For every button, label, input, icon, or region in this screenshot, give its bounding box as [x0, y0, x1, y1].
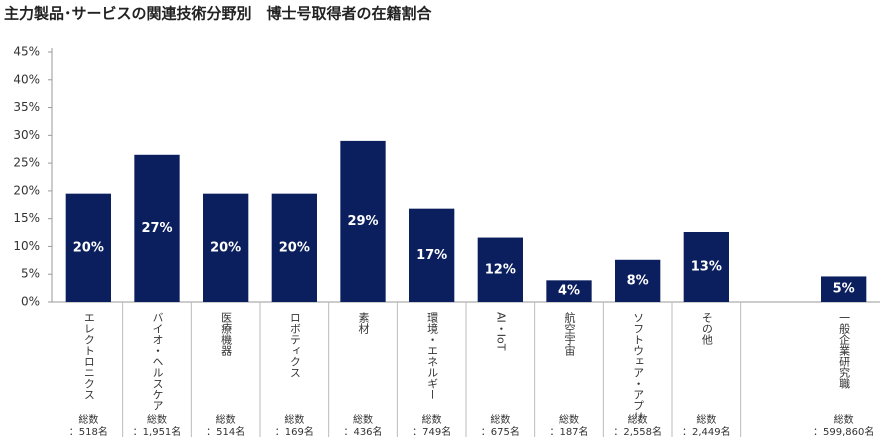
bar: [683, 232, 729, 302]
x-tick-label: ロボティクス: [288, 312, 301, 378]
value-label: 17%: [416, 248, 447, 263]
total-count: ：187名: [549, 425, 588, 437]
bar: [271, 193, 317, 302]
bar: [203, 193, 249, 302]
y-tick-label: 40%: [13, 72, 40, 86]
y-tick-label: 5%: [21, 267, 40, 281]
total-count: ：2,449名: [682, 425, 731, 437]
x-tick-label: AI・IoT: [494, 312, 507, 351]
total-count: ：2,558名: [613, 425, 662, 437]
x-tick-label: 航空宇宙: [563, 311, 576, 357]
total-heading: 総数: [696, 413, 716, 426]
total-heading: 総数: [78, 413, 98, 426]
bar: [340, 140, 386, 302]
total-heading: 総数: [284, 413, 304, 426]
value-label: 20%: [210, 240, 241, 255]
y-tick-label: 30%: [13, 128, 40, 142]
y-tick-label: 25%: [13, 156, 40, 170]
value-label: 29%: [347, 214, 378, 229]
total-heading: 総数: [147, 413, 167, 426]
y-tick-label: 0%: [21, 295, 40, 309]
value-label: 12%: [485, 262, 516, 277]
chart-title: 主力製品･サービスの関連技術分野別 博士号取得者の在籍割合: [4, 5, 433, 23]
value-label: 13%: [691, 260, 722, 275]
x-tick-label: 素材: [357, 312, 370, 334]
bar: [546, 280, 592, 302]
value-label: 27%: [141, 221, 172, 236]
x-tick-label: ソフトウェア・アプリ: [632, 312, 645, 422]
total-heading: 総数: [353, 413, 373, 426]
y-tick-label: 15%: [13, 211, 40, 225]
value-label: 8%: [627, 273, 649, 288]
value-label: 4%: [558, 284, 580, 299]
value-label: 20%: [279, 240, 310, 255]
bar: [477, 237, 523, 302]
bar: [615, 259, 661, 302]
value-label: 5%: [833, 282, 855, 297]
x-tick-label: 医療機器: [220, 312, 233, 357]
total-count: ：169名: [275, 425, 314, 437]
total-heading: 総数: [559, 413, 579, 426]
y-tick-label: 20%: [13, 183, 40, 197]
total-heading: 総数: [628, 413, 648, 426]
bar: [65, 193, 111, 302]
total-count: ：599,860名: [813, 425, 874, 437]
bar: [409, 208, 455, 302]
total-heading: 総数: [422, 413, 442, 426]
total-count: ：518名: [69, 425, 108, 437]
x-tick-label: 環境・エネルギー: [426, 312, 439, 400]
total-count: ：514名: [206, 425, 245, 437]
y-tick-label: 10%: [13, 239, 40, 253]
total-heading: 総数: [490, 413, 510, 426]
total-heading: 総数: [216, 413, 236, 426]
total-heading: 総数: [834, 413, 854, 426]
x-tick-label: その他: [700, 312, 713, 345]
total-count: ：675名: [481, 425, 520, 437]
bar: [821, 276, 867, 302]
y-tick-label: 45%: [13, 45, 40, 59]
x-tick-label: バイオ・ヘルスケア: [151, 312, 164, 411]
value-label: 20%: [73, 240, 104, 255]
x-tick-label: エレクトロニクス: [82, 312, 95, 400]
total-count: ：1,951名: [133, 425, 182, 437]
x-tick-label: 一般企業研究職: [838, 312, 851, 389]
total-count: ：749名: [412, 425, 451, 437]
bar: [134, 154, 180, 302]
y-tick-label: 35%: [13, 100, 40, 114]
total-count: ：436名: [343, 425, 382, 437]
